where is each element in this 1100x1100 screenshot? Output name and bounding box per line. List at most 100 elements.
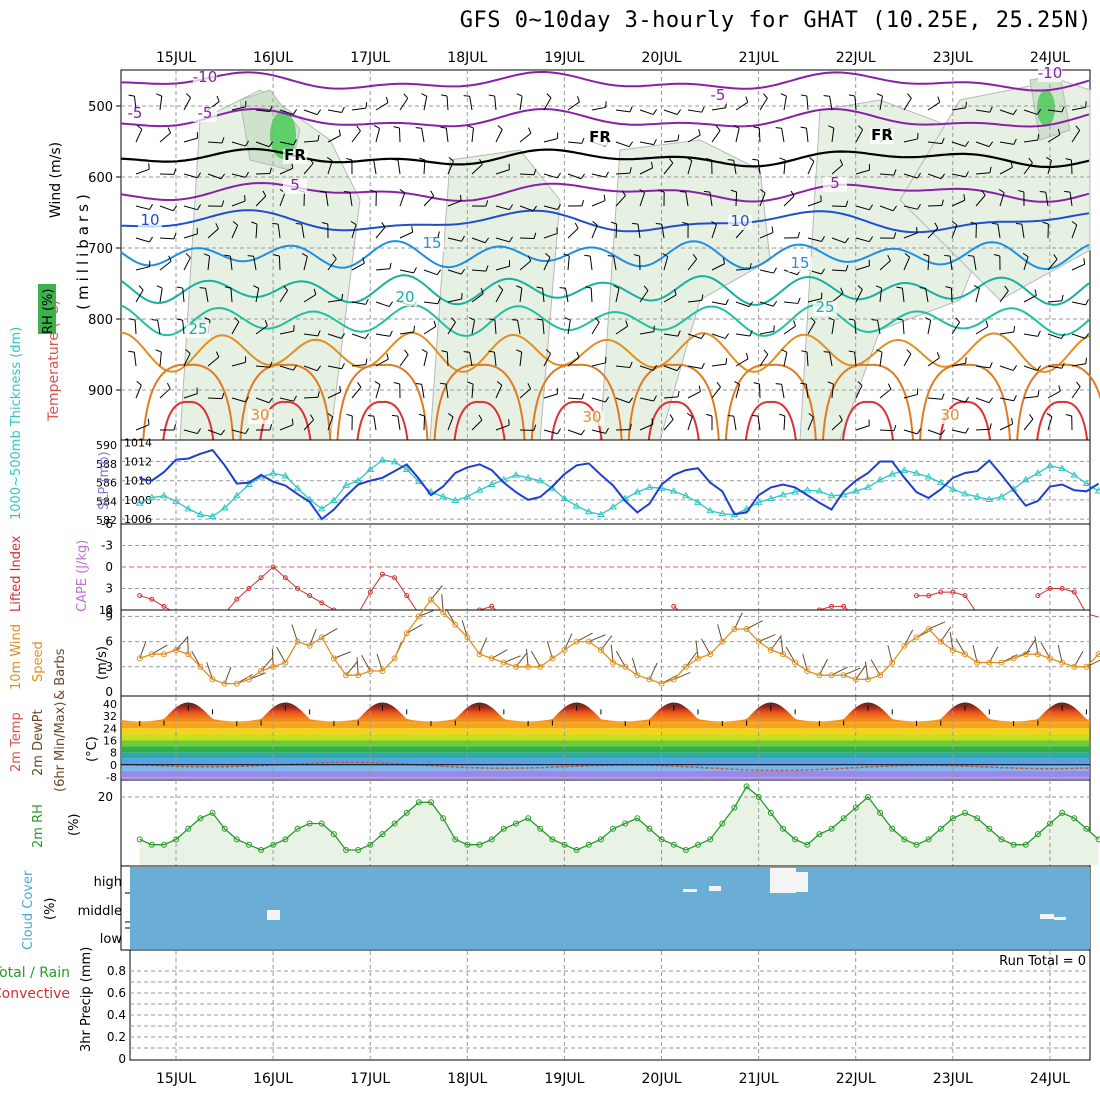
wind10-speed-point — [197, 663, 204, 670]
wind-barb — [327, 391, 341, 399]
wind-barb — [255, 109, 270, 113]
wind-barb — [975, 172, 990, 175]
rh-legend-swatch — [38, 284, 56, 334]
wind-barb-flag — [604, 396, 610, 403]
rh2m-point — [318, 820, 325, 827]
wind-barb-flag — [381, 222, 386, 228]
wind-barb-flag — [916, 227, 918, 234]
wind-barb — [757, 416, 761, 431]
wind-barb-flag — [533, 232, 537, 239]
wind-barb-flag — [385, 96, 389, 103]
wind10-speed-point — [185, 651, 192, 658]
wind-barb — [854, 320, 857, 335]
rh2m-point — [889, 825, 896, 832]
wind-barb — [999, 167, 1013, 175]
rh2m-tick-label: 20 — [98, 790, 113, 804]
wind-barb-flag — [459, 194, 462, 201]
date-label-top: 17JUL — [350, 50, 390, 66]
wind-barb-flag — [1015, 222, 1022, 225]
wind-barb — [303, 294, 317, 303]
thickness-point — [147, 493, 156, 501]
rh2m-point — [452, 836, 459, 843]
wind-barb — [1071, 386, 1081, 399]
contour-label: -5 — [198, 104, 213, 122]
temp-contour-40 — [1036, 400, 1089, 441]
wind-barb — [159, 96, 163, 111]
wind-barb-flag — [773, 267, 777, 274]
wind-barb-flag — [365, 102, 368, 109]
wind-barb — [446, 95, 449, 111]
wind-barb-flag — [734, 381, 740, 385]
wind10-speed-point — [937, 638, 944, 645]
wind10-speed-point — [974, 659, 981, 666]
wind10-barb — [1040, 642, 1051, 659]
wind-barb — [1023, 333, 1038, 337]
wind-barb-flag — [527, 255, 532, 262]
thickness-point — [682, 491, 690, 499]
wind-barb-flag — [887, 255, 891, 261]
wind-barb — [231, 321, 240, 335]
wind10-speed-point — [767, 647, 774, 653]
wind-barb — [999, 397, 1014, 402]
wind-barb — [975, 326, 989, 335]
wind10-speed-point — [537, 663, 544, 670]
wind-barb-flag — [651, 161, 654, 168]
li-point — [671, 603, 677, 609]
thickness-point — [1082, 479, 1091, 487]
wind-barb — [687, 391, 701, 399]
wind-barb — [927, 320, 932, 335]
li-point — [258, 575, 264, 581]
wind-barb-flag — [781, 349, 788, 353]
wind-barb-flag — [332, 253, 337, 260]
pressure-tick-label: 600 — [88, 171, 113, 186]
cloud-level-label: high — [94, 875, 122, 890]
wind10-speed-point — [415, 613, 422, 620]
wind10-frame — [120, 609, 1091, 697]
rh-high-spot — [270, 111, 296, 159]
wind-barb-flag — [985, 320, 989, 327]
wind-barb-flag — [511, 319, 518, 321]
wind-barb — [1047, 365, 1062, 369]
wind-barb — [567, 227, 579, 239]
wind-barb-flag — [733, 125, 740, 129]
ylabel-cape: CAPE (J/kg) — [75, 540, 90, 612]
wind10-speed-point — [779, 651, 786, 658]
rh2m-point — [925, 836, 932, 843]
thickness-point — [160, 491, 168, 499]
wind-barb-flag — [857, 381, 863, 386]
wind-barb-flag — [437, 231, 440, 238]
wind-barb-flag — [993, 253, 1000, 257]
wind-barb — [1023, 294, 1037, 303]
temp2m-tick-label: 16 — [103, 734, 117, 747]
wind-barb — [950, 287, 953, 303]
unit-wind10: (m/s) — [95, 646, 110, 680]
wind-barb-flag — [340, 333, 346, 339]
svg-text:Wind (m/s): Wind (m/s) — [48, 142, 64, 218]
wind-barb-flag — [367, 159, 374, 161]
wind10-speed-point — [160, 651, 167, 658]
wind-barb-flag — [1010, 161, 1013, 168]
wind10-speed-point — [282, 659, 289, 666]
wind-barb-flag — [800, 382, 807, 385]
wind-barb — [135, 237, 150, 243]
ylabel-temp2m: 2m Temp — [9, 712, 24, 772]
wind10-speed-point — [816, 672, 823, 679]
thickness-point — [609, 503, 617, 510]
wind-barb-flag — [576, 351, 580, 358]
wind-barb-flag — [610, 221, 617, 225]
temp2m-tick-label: 32 — [103, 710, 117, 723]
temp-band — [122, 752, 1089, 759]
thickness-point — [269, 469, 278, 476]
temp-contour-5 — [120, 181, 1090, 203]
wind-barb — [183, 257, 191, 271]
wind10-speed-point — [1095, 651, 1100, 658]
temp-contour-35 — [919, 363, 1012, 441]
rh2m-point — [209, 809, 216, 816]
contour-label: 5 — [830, 174, 840, 192]
wind-barb — [543, 138, 558, 143]
thickness-point — [354, 476, 363, 484]
wind-barb-flag — [440, 126, 447, 129]
wind-barb — [279, 365, 294, 371]
wind-barb — [519, 132, 532, 143]
